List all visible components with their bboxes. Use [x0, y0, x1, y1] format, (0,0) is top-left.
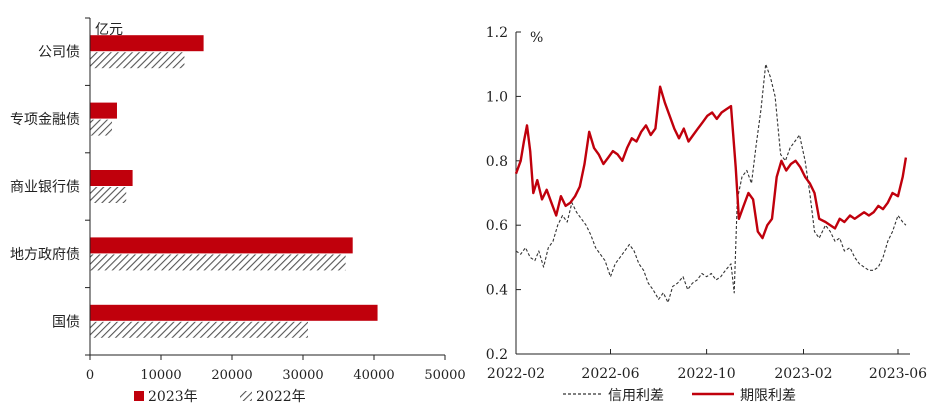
bar-x-tick-label: 20000 [211, 368, 252, 383]
legend-label-2023: 2023年 [148, 389, 198, 405]
bar-x-tick-label: 40000 [353, 368, 394, 383]
line-chart: % 0.20.40.60.81.01.2 2022-02 2022-06 2022-… [486, 25, 927, 404]
bar-2023 [90, 35, 204, 52]
line-legend: 信用利差 期限利差 [563, 388, 796, 404]
bar-2022 [90, 187, 127, 203]
bar-unit-label: 亿元 [95, 22, 123, 38]
bar-2023 [90, 102, 117, 119]
bar-legend: 2023年 2022年 [134, 389, 306, 405]
bar-category-label: 国债 [52, 314, 80, 330]
legend-swatch-2022 [240, 391, 252, 401]
term-spread-line [514, 85, 908, 240]
line-y-ticks: 0.2 0.4 0.6 0.8 1.0 1.2 [486, 25, 521, 363]
line-y-tick-label: 0.4 [486, 283, 508, 299]
bar-category-ticks [85, 17, 90, 356]
line-x-tick-label: 2023-02 [774, 366, 832, 382]
line-y-tick-label: 0.2 [486, 347, 508, 363]
legend-swatch-2023 [134, 391, 144, 401]
legend-label-2022: 2022年 [256, 389, 306, 405]
line-y-tick-label: 0.8 [486, 154, 508, 170]
line-y-tick-label: 1.2 [486, 25, 508, 41]
bar-2023 [90, 170, 133, 186]
bar-2023 [90, 237, 353, 254]
bar-x-tick-label: 10000 [140, 368, 181, 383]
line-series [514, 63, 908, 304]
bar-2022 [90, 321, 308, 338]
bar-category-label: 公司债 [38, 45, 80, 61]
line-y-tick-label: 1.0 [486, 89, 508, 105]
line-y-tick-label: 0.6 [486, 218, 508, 234]
line-x-tick-label: 2022-10 [678, 366, 736, 382]
credit-spread-line [515, 63, 907, 304]
bar-x-tick-label: 50000 [424, 368, 465, 383]
legend-label-term-spread: 期限利差 [740, 388, 796, 404]
line-x-tick-label: 2023-06 [869, 366, 927, 382]
bar-category-label: 专项金融债 [10, 112, 80, 128]
bar-x-tick-label: 0 [86, 368, 94, 383]
bar-2022 [90, 52, 185, 69]
bar-x-ticks: 0 10000 20000 30000 40000 50000 [86, 355, 466, 383]
line-unit-label: % [530, 30, 543, 46]
bar-chart: 亿元 0 10000 20000 30000 40000 50000 公司债专项金融债商业… [10, 17, 466, 405]
line-x-tick-label: 2022-06 [581, 366, 639, 382]
bar-x-tick-label: 30000 [282, 368, 323, 383]
line-x-tick-label: 2022-02 [487, 366, 545, 382]
legend-label-credit-spread: 信用利差 [608, 388, 664, 404]
bar-category-label: 商业银行债 [10, 180, 80, 196]
bar-2023 [90, 304, 378, 321]
bar-category-label: 地方政府债 [10, 247, 80, 263]
bar-marks [90, 35, 378, 338]
line-x-ticks: 2022-02 2022-06 2022-10 2023-02 2023-06 [487, 349, 927, 382]
bar-2022 [90, 254, 346, 271]
bar-2022 [90, 119, 113, 136]
